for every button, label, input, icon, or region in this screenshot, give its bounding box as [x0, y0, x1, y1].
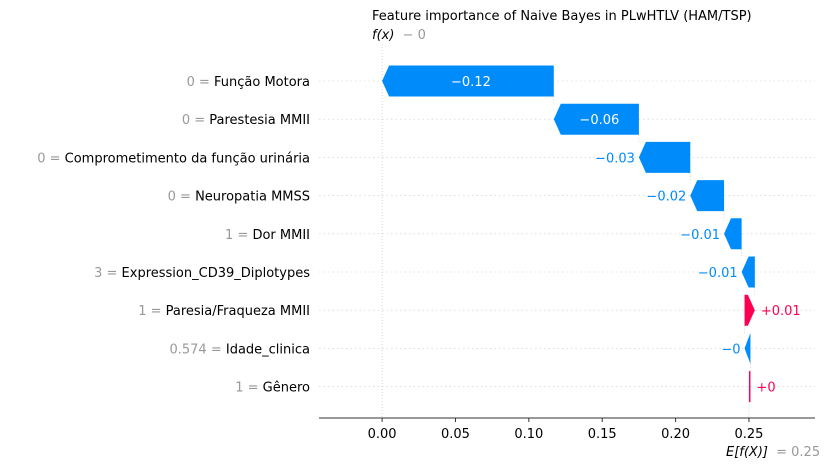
contribution-bar	[638, 141, 691, 173]
feature-name: Expression_CD39_Diplotypes	[122, 266, 311, 281]
x-tick-label: 0.20	[661, 427, 690, 442]
feature-name: Função Motora	[214, 75, 310, 90]
contribution-bar	[690, 180, 725, 212]
feature-value: 0 =	[182, 113, 209, 128]
fx-value: − 0	[403, 28, 426, 43]
feature-value: 1 =	[235, 381, 262, 396]
contribution-label: −0.01	[698, 266, 738, 281]
feature-label: 0 = Função Motora	[187, 75, 310, 90]
feature-name: Neuropatia MMSS	[195, 190, 310, 205]
contribution-bar	[744, 332, 751, 364]
contribution-label: +0	[756, 381, 775, 396]
feature-label: 1 = Paresia/Fraqueza MMII	[138, 304, 310, 319]
x-tick-label: 0.00	[368, 427, 397, 442]
feature-name: Comprometimento da função urinária	[65, 151, 310, 166]
feature-name: Idade_clinica	[226, 342, 310, 357]
feature-value: 0 =	[168, 190, 195, 205]
contribution-label: −0.06	[579, 113, 619, 128]
x-tick-label: 0.10	[514, 427, 543, 442]
contribution-bar	[744, 294, 755, 326]
fx-symbol: f(x)	[372, 28, 394, 43]
feature-value: 1 =	[138, 304, 165, 319]
contribution-label: −0.12	[451, 75, 491, 90]
feature-label: 0 = Comprometimento da função urinária	[37, 151, 310, 166]
feature-value: 3 =	[94, 266, 121, 281]
contribution-bars: −0.12 −0.06 −0.03 −0.02 −0.01 −0.01 +0.01 −0 +0	[382, 65, 801, 403]
contribution-label: −0	[721, 342, 740, 357]
contribution-bar	[553, 103, 639, 135]
feature-name: Gênero	[263, 381, 310, 396]
feature-label: 0.574 = Idade_clinica	[169, 342, 310, 357]
feature-value: 1 =	[225, 228, 252, 243]
feature-name: Dor MMII	[252, 228, 310, 243]
feature-value: 0 =	[37, 151, 64, 166]
efx-symbol: E[f(X)]	[726, 445, 768, 460]
chart-title: Feature importance of Naive Bayes in PLw…	[372, 9, 752, 24]
feature-label: 1 = Dor MMII	[225, 228, 310, 243]
fx-label: f(x) − 0	[372, 28, 426, 43]
feature-label: 1 = Gênero	[235, 381, 310, 396]
contribution-label: −0.02	[646, 190, 686, 205]
contribution-label: +0.01	[761, 304, 801, 319]
feature-value: 0.574 =	[169, 342, 225, 357]
x-tick-label: 0.15	[588, 427, 617, 442]
contribution-bar	[741, 256, 755, 288]
x-axis: 0.00 0.05 0.10 0.15 0.20 0.25	[319, 417, 815, 442]
contribution-label: −0.01	[680, 228, 720, 243]
contribution-label: −0.03	[595, 151, 635, 166]
feature-label: 3 = Expression_CD39_Diplotypes	[94, 266, 310, 281]
feature-label: 0 = Parestesia MMII	[182, 113, 310, 128]
efx-value: = 0.25	[776, 445, 820, 460]
x-tick-label: 0.05	[441, 427, 470, 442]
contribution-bar	[382, 65, 554, 97]
x-tick-label: 0.25	[734, 427, 763, 442]
feature-name: Paresia/Fraqueza MMII	[166, 304, 310, 319]
contribution-bar	[748, 371, 751, 403]
efx-label: E[f(X)] = 0.25	[726, 445, 820, 460]
feature-name: Parestesia MMII	[209, 113, 310, 128]
feature-label: 0 = Neuropatia MMSS	[168, 190, 310, 205]
contribution-bar	[724, 218, 742, 250]
feature-value: 0 =	[187, 75, 214, 90]
